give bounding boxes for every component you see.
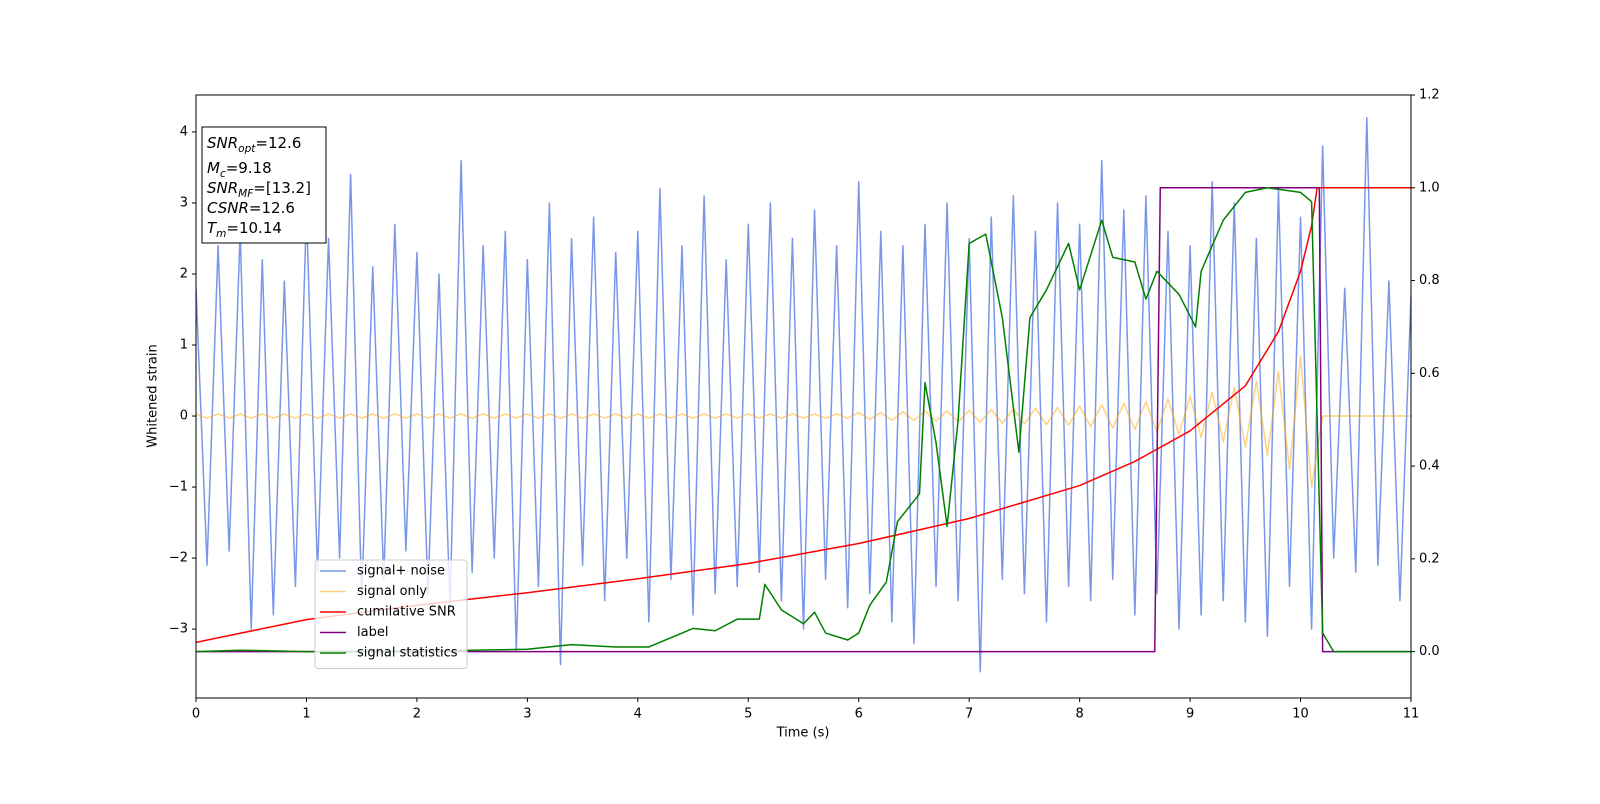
y2-tick-label: 1.0 bbox=[1419, 180, 1440, 195]
y-tick-label: −2 bbox=[169, 551, 188, 566]
annotation-subscript: MF bbox=[238, 188, 254, 200]
x-tick-label: 3 bbox=[523, 707, 531, 722]
annotation: CSNR=12.6 bbox=[207, 199, 295, 217]
y-tick-label: 0 bbox=[180, 409, 188, 424]
y-tick-label: 4 bbox=[180, 124, 188, 139]
annotation-symbol: SNR bbox=[207, 179, 238, 197]
annotation-symbol: CSNR bbox=[207, 199, 249, 217]
legend-box bbox=[314, 559, 468, 669]
x-tick-label: 9 bbox=[1186, 707, 1194, 722]
annotation-value: =10.14 bbox=[226, 219, 282, 237]
series-line bbox=[196, 116, 1411, 673]
legend-label: signal only bbox=[357, 584, 427, 599]
legend-label: label bbox=[357, 625, 388, 640]
y-tick-label: 1 bbox=[180, 338, 188, 353]
y-axis-label: Whitened strain bbox=[146, 344, 161, 447]
x-tick-label: 4 bbox=[634, 707, 642, 722]
annotation-value: =[13.2] bbox=[253, 179, 311, 197]
annotation-value: =9.18 bbox=[226, 159, 272, 177]
plot-frame bbox=[195, 94, 1412, 699]
x-tick-label: 6 bbox=[855, 707, 863, 722]
annotation-symbol: SNR bbox=[207, 134, 238, 152]
series-line bbox=[196, 187, 1411, 644]
annotation-symbol: M bbox=[207, 159, 220, 177]
y-tick-label: 2 bbox=[180, 266, 188, 281]
x-tick-label: 2 bbox=[413, 707, 421, 722]
annotation: SNRopt=12.6 bbox=[207, 134, 301, 156]
annotation-symbol: T bbox=[207, 219, 218, 237]
annotation-subscript: opt bbox=[238, 143, 256, 155]
x-axis-label: Time (s) bbox=[776, 726, 830, 741]
y2-tick-label: 0.8 bbox=[1419, 273, 1440, 288]
y-tick-label: −1 bbox=[169, 480, 188, 495]
annotation-subscript: c bbox=[220, 168, 226, 180]
y-tick-label: −3 bbox=[169, 622, 188, 637]
annotation: Mc=9.18 bbox=[207, 159, 272, 181]
y2-tick-label: 1.2 bbox=[1419, 88, 1440, 103]
x-tick-label: 7 bbox=[965, 707, 973, 722]
legend-label: signal statistics bbox=[357, 646, 458, 661]
annotation-value: =12.6 bbox=[255, 134, 301, 152]
annotation: SNRMF=[13.2] bbox=[207, 179, 311, 201]
legend-label: signal+ noise bbox=[357, 564, 445, 579]
y-tick-label: 3 bbox=[180, 195, 188, 210]
legend-label: cumilative SNR bbox=[357, 605, 456, 620]
y2-tick-label: 0.0 bbox=[1419, 644, 1440, 659]
x-tick-label: 10 bbox=[1292, 707, 1309, 722]
annotation-box bbox=[201, 126, 327, 244]
x-tick-label: 11 bbox=[1403, 707, 1420, 722]
y2-tick-label: 0.4 bbox=[1419, 459, 1440, 474]
x-tick-label: 5 bbox=[744, 707, 752, 722]
annotation-value: =12.6 bbox=[249, 199, 295, 217]
y2-tick-label: 0.6 bbox=[1419, 366, 1440, 381]
y2-tick-label: 0.2 bbox=[1419, 551, 1440, 566]
annotation-subscript: m bbox=[216, 228, 226, 240]
series-line bbox=[196, 187, 1411, 653]
x-tick-label: 8 bbox=[1075, 707, 1083, 722]
x-tick-label: 0 bbox=[192, 707, 200, 722]
annotation: Tm=10.14 bbox=[207, 219, 282, 241]
series-line bbox=[196, 354, 1411, 488]
x-tick-label: 1 bbox=[302, 707, 310, 722]
